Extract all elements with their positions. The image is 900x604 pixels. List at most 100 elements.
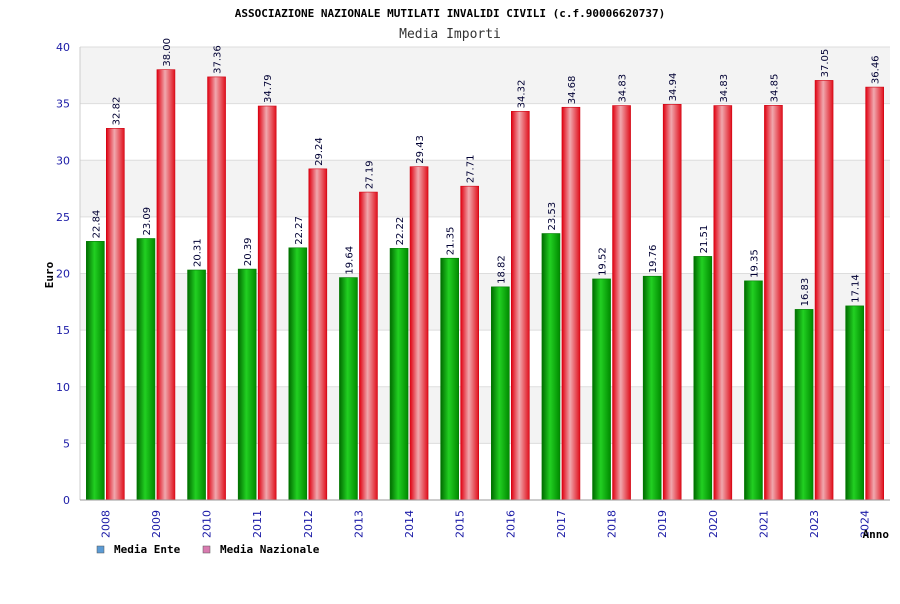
bar-media-nazionale-2013 bbox=[359, 191, 378, 501]
y-tick-label: 25 bbox=[56, 211, 70, 224]
data-label: 32.82 bbox=[111, 97, 122, 126]
bar-media-ente-2017 bbox=[541, 233, 561, 501]
data-label: 34.32 bbox=[516, 80, 527, 109]
bar-media-ente-2023 bbox=[794, 309, 814, 501]
data-label: 34.94 bbox=[668, 73, 679, 102]
data-label: 19.52 bbox=[598, 247, 609, 276]
bars-group bbox=[86, 69, 884, 501]
data-label: 37.05 bbox=[820, 49, 831, 78]
x-tick-label: 2008 bbox=[99, 510, 112, 538]
bar-media-ente-2016 bbox=[491, 286, 510, 501]
data-label: 27.19 bbox=[364, 160, 375, 189]
chart-subtitle: Media Importi bbox=[399, 27, 501, 42]
y-tick-label: 40 bbox=[56, 41, 70, 54]
bar-media-nazionale-2015 bbox=[460, 185, 479, 501]
data-label: 34.68 bbox=[567, 76, 578, 105]
y-tick-label: 35 bbox=[56, 98, 70, 111]
x-tick-label: 2010 bbox=[201, 510, 214, 538]
data-label: 37.36 bbox=[213, 45, 224, 74]
y-axis-label: Euro bbox=[43, 261, 56, 288]
x-tick-label: 2011 bbox=[251, 510, 264, 538]
bar-media-ente-2020 bbox=[693, 256, 713, 501]
bar-media-nazionale-2019 bbox=[662, 104, 682, 501]
bar-media-ente-2015 bbox=[440, 257, 459, 501]
data-label: 27.71 bbox=[466, 155, 477, 184]
data-label: 29.43 bbox=[415, 135, 426, 164]
bar-media-nazionale-2018 bbox=[612, 105, 631, 501]
bar-media-ente-2014 bbox=[389, 248, 409, 501]
data-label: 16.83 bbox=[800, 278, 811, 307]
data-label: 20.31 bbox=[193, 238, 204, 267]
y-tick-label: 30 bbox=[56, 154, 70, 167]
legend-swatch bbox=[96, 545, 105, 554]
data-label: 29.24 bbox=[314, 137, 325, 166]
data-label: 22.27 bbox=[294, 216, 305, 245]
x-tick-label: 2014 bbox=[403, 510, 416, 538]
data-label: 20.39 bbox=[243, 237, 254, 266]
data-label: 34.83 bbox=[618, 74, 629, 103]
x-tick-label: 2019 bbox=[656, 510, 669, 538]
bar-media-ente-2012 bbox=[288, 247, 308, 501]
bar-media-ente-2011 bbox=[237, 268, 257, 501]
data-label: 23.53 bbox=[547, 202, 558, 231]
bar-media-ente-2019 bbox=[642, 275, 662, 501]
x-tick-label: 2015 bbox=[454, 510, 467, 538]
x-tick-label: 2024 bbox=[859, 510, 872, 538]
y-tick-label: 15 bbox=[56, 324, 70, 337]
bar-media-nazionale-2008 bbox=[106, 128, 125, 501]
data-labels-group: 22.84 32.82 23.09 38.00 20.31 37.36 20.39 34.79… bbox=[91, 38, 881, 306]
data-label: 21.51 bbox=[699, 225, 710, 254]
x-axis-label: Anno bbox=[863, 528, 890, 541]
data-label: 34.83 bbox=[719, 74, 730, 103]
x-tick-labels: 2008 2009 2010 2011 2012 2013 2014 2015 2016 2017… bbox=[99, 510, 871, 538]
bar-media-nazionale-2020 bbox=[713, 105, 733, 501]
bar-media-nazionale-2023 bbox=[814, 80, 834, 501]
data-label: 17.14 bbox=[851, 274, 862, 303]
legend-swatch bbox=[202, 545, 211, 554]
x-tick-label: 2023 bbox=[808, 510, 821, 538]
bar-media-nazionale-2021 bbox=[764, 105, 783, 501]
data-label: 22.22 bbox=[395, 217, 406, 246]
data-label: 22.84 bbox=[91, 210, 102, 239]
bar-media-ente-2009 bbox=[136, 238, 156, 501]
x-tick-label: 2016 bbox=[504, 510, 517, 538]
data-label: 36.46 bbox=[871, 55, 882, 84]
chart-title: ASSOCIAZIONE NAZIONALE MUTILATI INVALIDI… bbox=[235, 7, 665, 20]
data-label: 34.85 bbox=[769, 74, 780, 103]
bar-media-ente-2021 bbox=[744, 280, 763, 501]
data-label: 19.35 bbox=[749, 249, 760, 278]
data-label: 19.76 bbox=[648, 245, 659, 274]
bar-media-nazionale-2009 bbox=[156, 69, 176, 501]
x-tick-label: 2020 bbox=[707, 510, 720, 538]
data-label: 38.00 bbox=[162, 38, 173, 67]
bar-media-nazionale-2011 bbox=[257, 105, 277, 501]
bar-media-ente-2013 bbox=[339, 277, 358, 501]
bar-media-nazionale-2010 bbox=[207, 76, 226, 501]
data-label: 23.09 bbox=[142, 207, 153, 236]
data-label: 34.79 bbox=[263, 74, 274, 103]
bar-media-nazionale-2014 bbox=[409, 166, 429, 501]
y-tick-label: 0 bbox=[63, 494, 70, 507]
bar-media-nazionale-2016 bbox=[511, 111, 530, 501]
legend-label: Media Nazionale bbox=[220, 543, 320, 556]
bar-media-nazionale-2024 bbox=[865, 86, 884, 501]
bar-media-ente-2008 bbox=[86, 241, 105, 501]
bar-media-nazionale-2017 bbox=[561, 106, 581, 501]
x-tick-label: 2018 bbox=[606, 510, 619, 538]
x-tick-label: 2021 bbox=[757, 510, 770, 538]
legend: Media Ente Media Nazionale bbox=[96, 543, 320, 556]
data-label: 18.82 bbox=[496, 255, 507, 284]
bar-media-ente-2024 bbox=[845, 305, 864, 501]
x-tick-label: 2012 bbox=[302, 510, 315, 538]
y-tick-label: 10 bbox=[56, 381, 70, 394]
data-label: 21.35 bbox=[446, 227, 457, 256]
x-tick-label: 2017 bbox=[555, 510, 568, 538]
x-tick-label: 2009 bbox=[150, 510, 163, 538]
bar-media-ente-2010 bbox=[187, 269, 206, 501]
bar-media-ente-2018 bbox=[592, 278, 611, 501]
y-tick-labels: 0 5 10 15 20 25 30 35 40 bbox=[56, 41, 70, 507]
y-tick-label: 5 bbox=[63, 437, 70, 450]
legend-label: Media Ente bbox=[114, 543, 181, 556]
